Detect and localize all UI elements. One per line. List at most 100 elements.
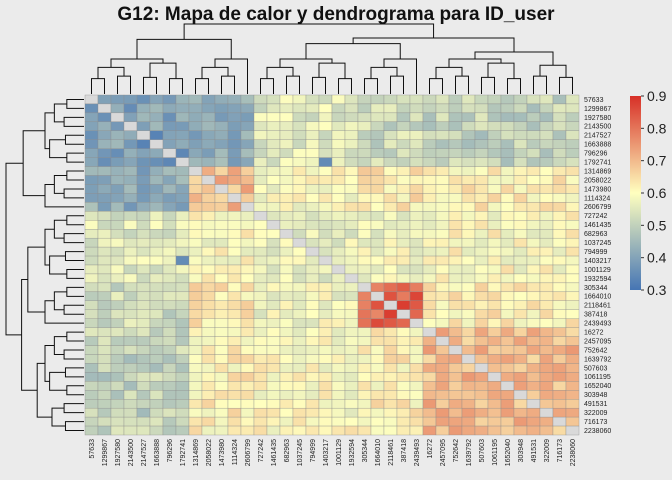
heatmap-cell: [526, 318, 541, 328]
heatmap-cell: [396, 381, 411, 391]
heatmap-cell: [123, 237, 138, 248]
heatmap-cell: [487, 372, 502, 382]
dendrogram-branch: [136, 38, 232, 59]
heatmap-cell: [487, 220, 502, 230]
heatmap-cell: [565, 121, 580, 131]
heatmap-cell: [149, 220, 164, 230]
heatmap-cell: [357, 157, 372, 167]
heatmap-cell: [331, 399, 346, 409]
heatmap-cell: [175, 220, 190, 230]
heatmap-cell: [84, 416, 99, 427]
heatmap-cell: [422, 354, 437, 364]
heatmap-cell: [331, 220, 346, 230]
heatmap-cell: [279, 139, 294, 149]
heatmap-cell: [162, 220, 177, 230]
heatmap-cell: [292, 211, 307, 221]
heatmap-cell: [240, 166, 255, 176]
heatmap-cell: [162, 211, 177, 221]
heatmap-cell: [188, 246, 203, 257]
heatmap-cell: [331, 363, 346, 373]
heatmap-cell: [292, 202, 307, 212]
heatmap-cell: [344, 112, 359, 123]
heatmap-cell: [253, 318, 268, 328]
heatmap-cell: [331, 139, 346, 149]
heatmap-cell: [500, 327, 515, 337]
heatmap-cell: [370, 363, 385, 373]
heatmap-cell: [435, 381, 450, 391]
heatmap-cell: [383, 425, 398, 436]
heatmap-cell: [214, 175, 229, 185]
heatmap-cell: [474, 291, 489, 301]
heatmap-cell: [474, 425, 489, 436]
heatmap-cell: [500, 220, 515, 230]
heatmap-cell: [513, 264, 528, 275]
heatmap-cell: [136, 282, 151, 293]
heatmap-cell: [84, 130, 99, 140]
heatmap-cell: [500, 166, 515, 176]
heatmap-cell: [227, 148, 242, 158]
heatmap-cell: [513, 103, 528, 114]
heatmap-cell: [123, 327, 138, 337]
heatmap-cell: [84, 148, 99, 158]
heatmap-cell: [370, 273, 385, 284]
heatmap-cell: [318, 282, 333, 293]
heatmap-cell: [292, 148, 307, 158]
heatmap-cell: [84, 166, 99, 176]
heatmap-cell: [422, 336, 437, 346]
heatmap-cell: [136, 121, 151, 131]
heatmap-cell: [305, 229, 320, 239]
heatmap-cell: [149, 300, 164, 310]
heatmap-cell: [175, 255, 190, 266]
heatmap-cell: [448, 211, 463, 221]
heatmap-cell: [253, 390, 268, 400]
heatmap-cell: [149, 336, 164, 346]
heatmap-cell: [539, 390, 554, 400]
heatmap-cell: [357, 94, 372, 105]
heatmap-cell: [253, 300, 268, 310]
heatmap-cell: [305, 202, 320, 212]
heatmap-cell: [123, 381, 138, 391]
column-label: 322009: [544, 439, 551, 462]
heatmap-cell: [97, 273, 112, 284]
heatmap-cell: [448, 273, 463, 284]
heatmap-cell: [565, 184, 580, 194]
heatmap-cell: [357, 175, 372, 185]
heatmap-cell: [344, 237, 359, 248]
heatmap-cell: [474, 416, 489, 427]
heatmap-cell: [175, 291, 190, 301]
heatmap-cell: [357, 291, 372, 301]
heatmap-cell: [422, 211, 437, 221]
heatmap-cell: [318, 220, 333, 230]
heatmap-cell: [461, 211, 476, 221]
heatmap-cell: [357, 211, 372, 221]
heatmap-cell: [513, 211, 528, 221]
heatmap-cell: [318, 139, 333, 149]
heatmap-cell: [305, 166, 320, 176]
heatmap-cell: [253, 237, 268, 248]
column-label: 2606799: [245, 439, 252, 466]
heatmap-cell: [461, 363, 476, 373]
heatmap-cell: [448, 407, 463, 418]
heatmap-cell: [331, 130, 346, 140]
heatmap-cell: [331, 246, 346, 257]
heatmap-cell: [565, 273, 580, 284]
heatmap-cell: [227, 193, 242, 203]
heatmap-cell: [201, 157, 216, 167]
heatmap-cell: [292, 309, 307, 319]
heatmap-cell: [487, 407, 502, 418]
dendrogram-branch: [338, 78, 352, 94]
heatmap-cell: [383, 148, 398, 158]
heatmap-cell: [318, 327, 333, 337]
dendrogram-branch: [49, 139, 67, 159]
heatmap-cell: [240, 148, 255, 158]
heatmap-cell: [396, 390, 411, 400]
heatmap-cell: [396, 175, 411, 185]
heatmap-cell: [292, 291, 307, 301]
heatmap-cell: [370, 211, 385, 221]
heatmap-cell: [370, 354, 385, 364]
heatmap-cell: [422, 148, 437, 158]
heatmap-cell: [422, 112, 437, 123]
heatmap-cell: [201, 94, 216, 105]
heatmap-cell: [435, 184, 450, 194]
heatmap-cell: [318, 184, 333, 194]
